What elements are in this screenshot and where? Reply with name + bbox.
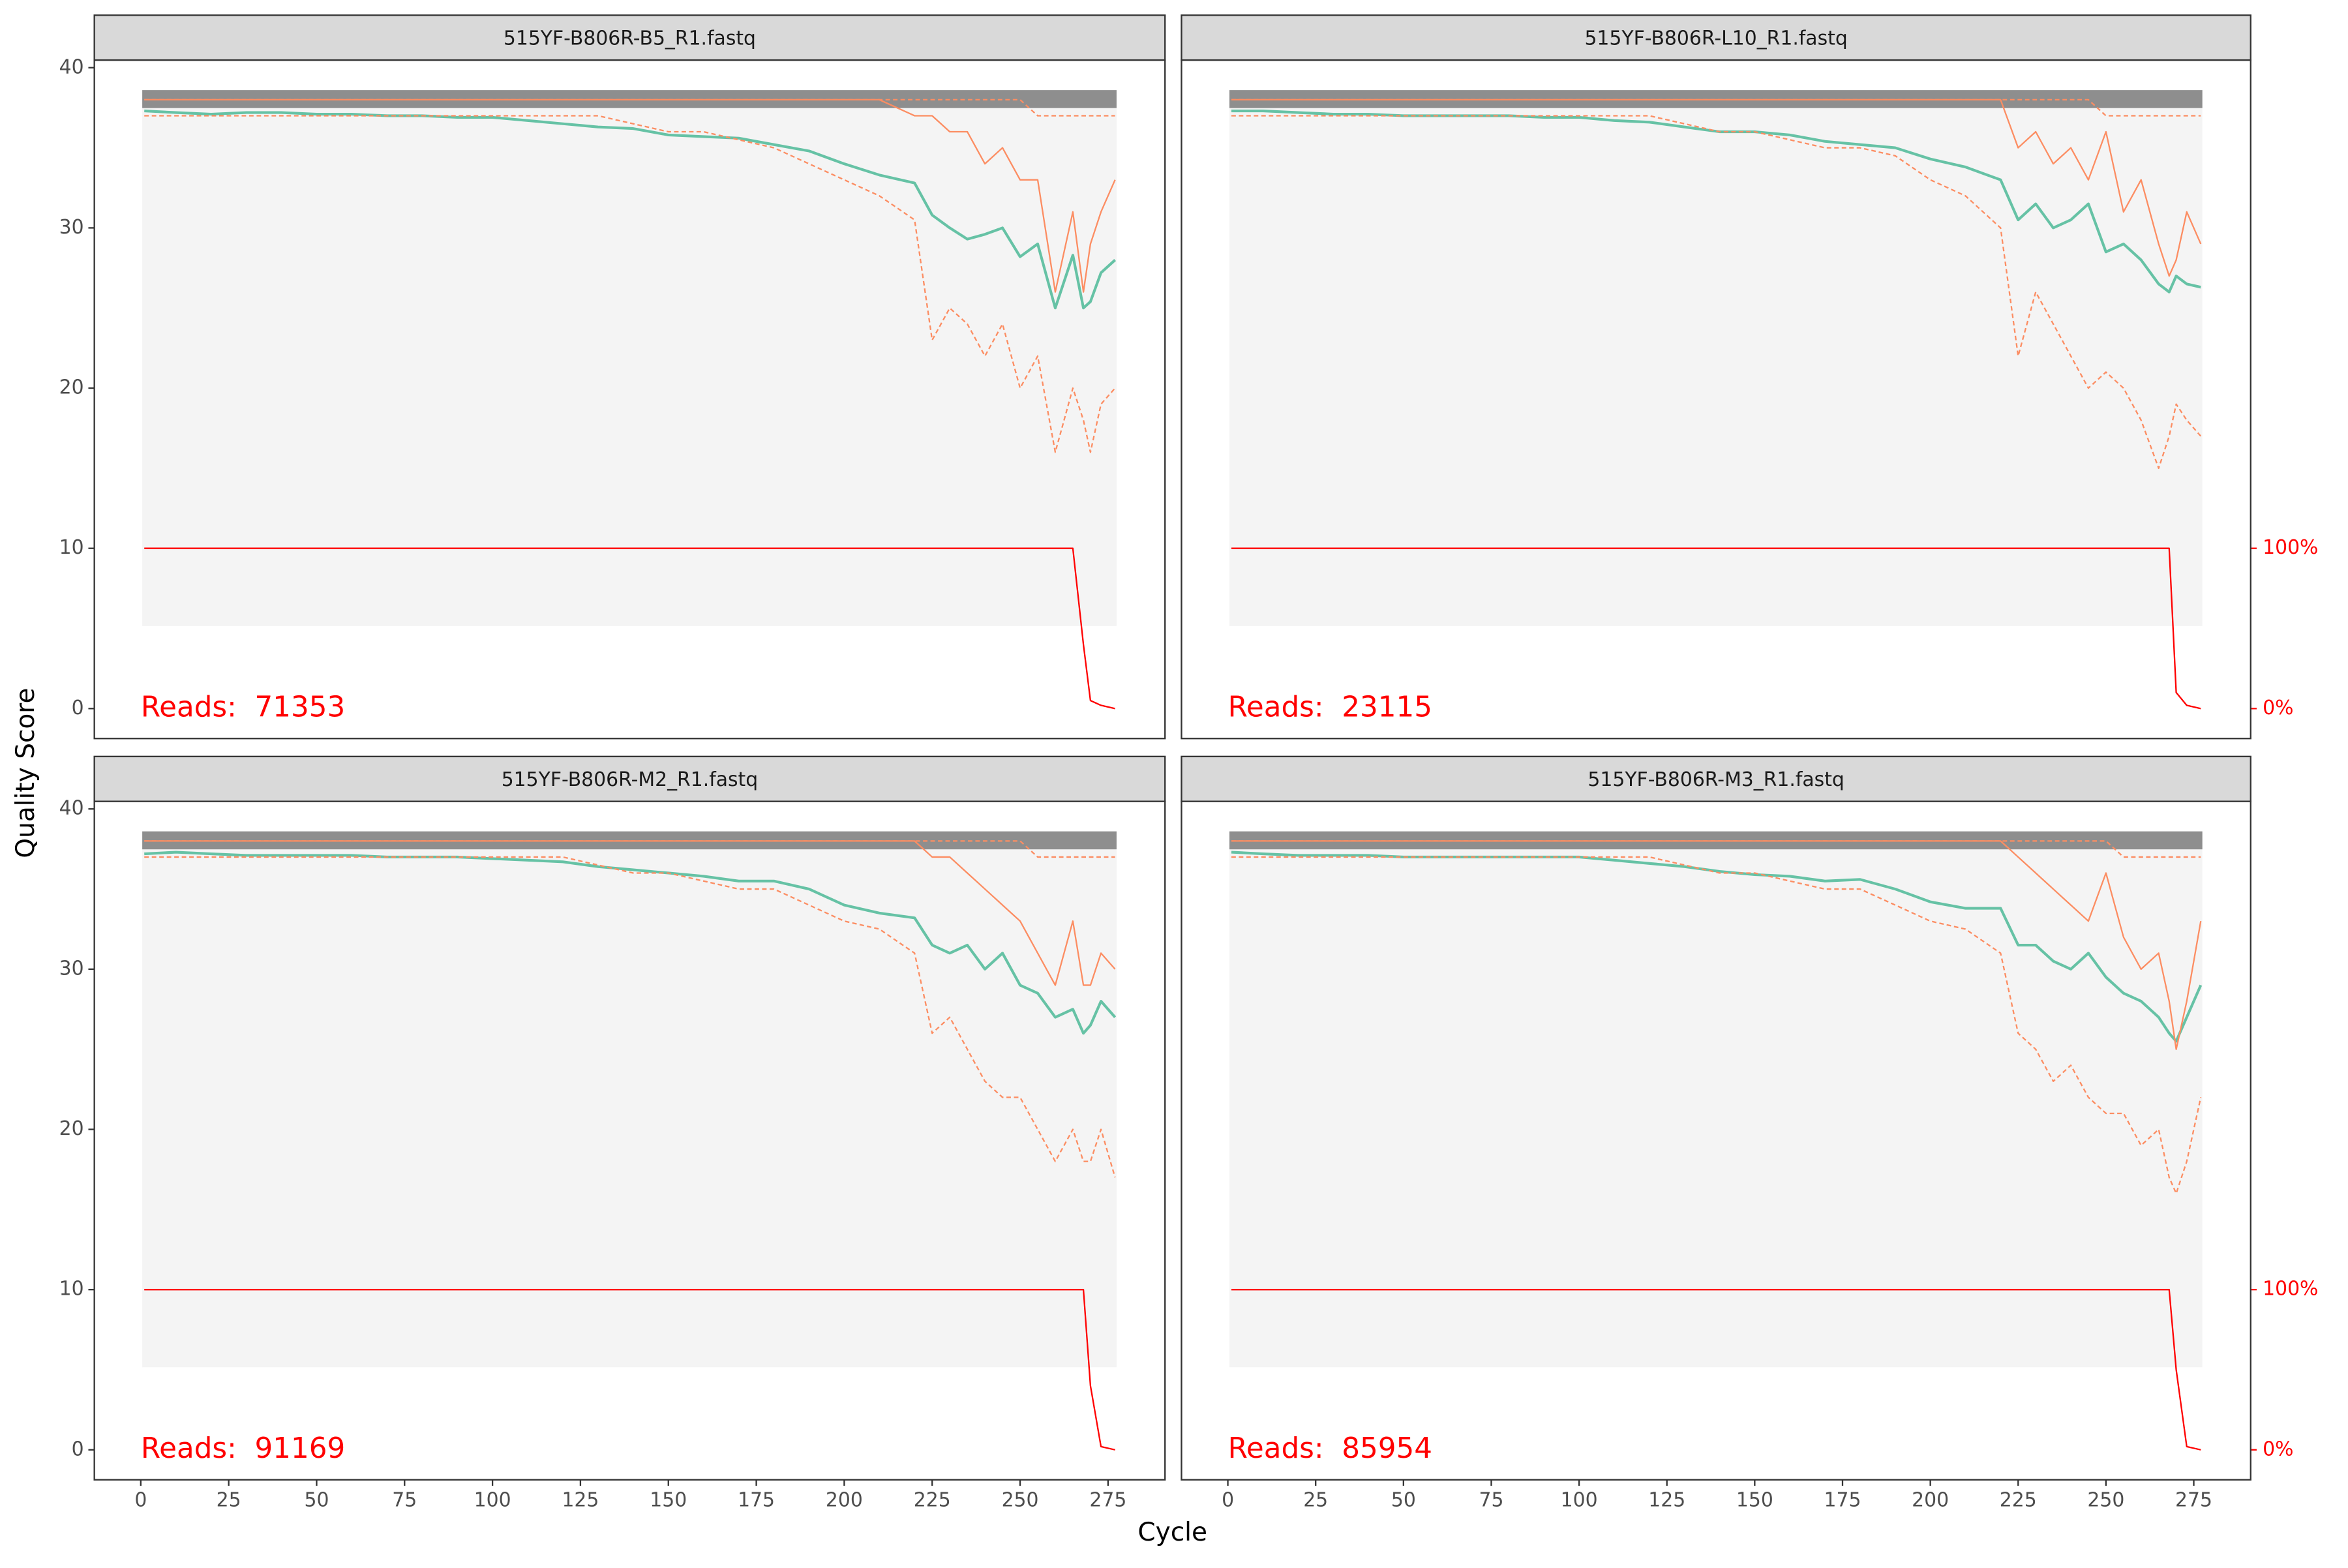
heatmap-backdrop xyxy=(142,90,1117,626)
y2-tick-label: 0% xyxy=(2263,697,2293,719)
x-tick-label: 75 xyxy=(1479,1488,1503,1511)
y2-tick-label: 0% xyxy=(2263,1438,2293,1460)
reads-annotation: Reads: 85954 xyxy=(1228,1432,1432,1465)
panel-border xyxy=(93,59,1166,740)
y-tick-label: 10 xyxy=(59,1278,84,1301)
y-tick-label: 10 xyxy=(59,536,84,559)
series-line xyxy=(1231,547,2201,710)
y-tick-label: 0 xyxy=(72,697,84,719)
mean-line xyxy=(1231,110,2201,294)
facet-strip xyxy=(1181,14,2251,61)
panel-border xyxy=(1181,59,2251,740)
x-tick-label: 275 xyxy=(2175,1488,2212,1511)
x-tick-label: 275 xyxy=(1089,1488,1126,1511)
facet-title: 515YF-B806R-M2_R1.fastq xyxy=(502,768,758,791)
x-tick-label: 150 xyxy=(650,1488,687,1511)
series-line xyxy=(1231,98,2201,117)
x-tick-label: 125 xyxy=(562,1488,599,1511)
y-tick-label: 40 xyxy=(59,797,84,820)
mean-line xyxy=(144,851,1117,1035)
mean-line xyxy=(1231,851,2203,1043)
facet-title: 515YF-B806R-B5_R1.fastq xyxy=(504,27,756,50)
series-line xyxy=(1231,840,2202,1050)
panel-border xyxy=(1181,800,2251,1481)
series-line xyxy=(144,1289,1115,1451)
x-tick-label: 225 xyxy=(914,1488,951,1511)
series-line xyxy=(144,547,1115,710)
x-tick-label: 50 xyxy=(1391,1488,1416,1511)
y-tick-label: 20 xyxy=(59,1117,84,1140)
y-tick-label: 30 xyxy=(59,216,84,239)
series-line xyxy=(1231,840,2201,858)
x-tick-label: 200 xyxy=(1912,1488,1949,1511)
x-tick-label: 225 xyxy=(2000,1488,2037,1511)
facet-strip xyxy=(93,14,1166,61)
reads-annotation: Reads: 91169 xyxy=(141,1432,345,1465)
series-line xyxy=(144,840,1116,986)
reads-annotation: Reads: 23115 xyxy=(1228,691,1432,723)
y-axis-title: Quality Score xyxy=(11,688,40,858)
x-tick-label: 100 xyxy=(1561,1488,1598,1511)
facet-title: 515YF-B806R-L10_R1.fastq xyxy=(1584,27,1847,50)
heatmap-backdrop xyxy=(1229,90,2203,626)
panel-border xyxy=(93,800,1166,1481)
heatmap-backdrop xyxy=(142,831,1117,1368)
series-line xyxy=(144,98,1115,117)
x-tick-label: 75 xyxy=(392,1488,417,1511)
y-tick-label: 40 xyxy=(59,55,84,78)
x-tick-label: 250 xyxy=(2087,1488,2124,1511)
heatmap-backdrop xyxy=(1229,831,2203,1368)
x-tick-label: 50 xyxy=(304,1488,329,1511)
series-line xyxy=(1231,115,2202,470)
reads-annotation: Reads: 71353 xyxy=(141,691,345,723)
facet-title: 515YF-B806R-M3_R1.fastq xyxy=(1588,768,1844,791)
y-tick-label: 0 xyxy=(72,1438,84,1460)
series-line xyxy=(144,115,1116,453)
x-tick-label: 150 xyxy=(1736,1488,1773,1511)
y2-tick-label: 100% xyxy=(2263,1278,2318,1301)
y-tick-label: 20 xyxy=(59,376,84,399)
series-line xyxy=(144,98,1116,293)
x-tick-label: 0 xyxy=(1222,1488,1234,1511)
x-tick-label: 0 xyxy=(134,1488,147,1511)
y-tick-label: 30 xyxy=(59,957,84,980)
series-line xyxy=(1231,856,2202,1194)
x-tick-label: 25 xyxy=(217,1488,241,1511)
mean-line xyxy=(144,110,1117,310)
x-axis-title: Cycle xyxy=(1137,1518,1207,1547)
x-tick-label: 175 xyxy=(1824,1488,1861,1511)
series-line xyxy=(144,856,1116,1178)
facet-strip xyxy=(1181,755,2251,802)
x-tick-label: 200 xyxy=(826,1488,863,1511)
x-tick-label: 175 xyxy=(738,1488,775,1511)
x-tick-label: 25 xyxy=(1303,1488,1328,1511)
x-tick-label: 100 xyxy=(474,1488,511,1511)
series-line xyxy=(1231,1289,2201,1451)
x-tick-label: 250 xyxy=(1002,1488,1039,1511)
series-line xyxy=(144,840,1115,858)
y2-tick-label: 100% xyxy=(2263,536,2318,559)
series-line xyxy=(1231,98,2202,277)
x-tick-label: 125 xyxy=(1648,1488,1685,1511)
